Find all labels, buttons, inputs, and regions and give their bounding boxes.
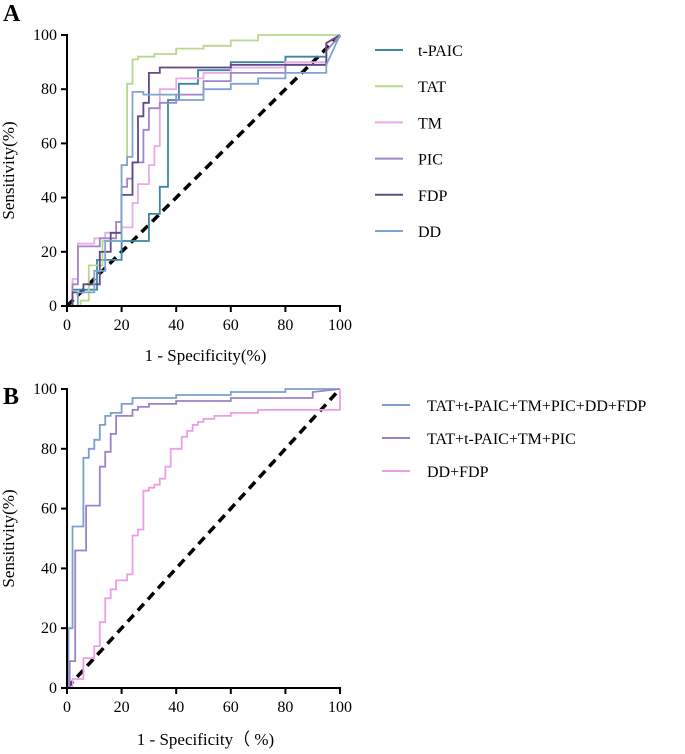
y-tick-label: 80 <box>41 441 57 458</box>
series-line-tat-t-paic-tm-pic-dd-fdp <box>67 388 340 689</box>
series-line-dd <box>67 34 341 307</box>
x-tick-label: 40 <box>168 317 184 334</box>
y-tick-label: 100 <box>33 381 57 398</box>
y-tick-label: 60 <box>41 501 57 518</box>
x-tick-label: 100 <box>328 699 352 716</box>
legend-label: TAT+t-PAIC+TM+PIC <box>427 431 576 448</box>
series-line-tat <box>67 34 340 307</box>
reference-diagonal-line <box>65 387 342 690</box>
legend-label: t-PAIC <box>418 43 463 60</box>
x-tick-label: 0 <box>63 699 71 716</box>
panel-letter: A <box>3 1 21 27</box>
y-tick-label: 20 <box>41 244 57 261</box>
x-tick-label: 0 <box>63 317 71 334</box>
legend-label: PIC <box>418 152 443 169</box>
y-tick-label: 40 <box>41 560 57 577</box>
x-tick-label: 20 <box>114 317 130 334</box>
legend-label: TAT <box>418 79 446 96</box>
x-axis-title: 1 - Specificity(%) <box>145 346 267 365</box>
panel-letter: B <box>3 384 19 410</box>
plot-area: 0 20 40 60 80 100 0 20 40 60 80 100 1 - Specificity(… <box>0 27 463 365</box>
y-tick-label: 0 <box>49 298 57 315</box>
y-tick-label: 20 <box>41 620 57 637</box>
legend-label: TM <box>418 115 442 132</box>
x-tick-label: 80 <box>277 317 293 334</box>
series-line-dd-fdp <box>67 389 341 689</box>
reference-diagonal-line <box>65 33 342 308</box>
y-tick-label: 60 <box>41 135 57 152</box>
y-tick-label: 0 <box>49 680 57 697</box>
series-line-tat-t-paic-tm-pic <box>67 388 341 689</box>
panel-b: B 0 20 40 60 80 100 0 20 40 60 80 100 1 - Specificit… <box>0 381 646 749</box>
y-axis-title: Sensitivity(%) <box>0 489 18 587</box>
y-tick-label: 80 <box>41 81 57 98</box>
y-tick-label: 40 <box>41 190 57 207</box>
y-axis-title: Sensitivity(%) <box>0 121 18 219</box>
series-line-fdp <box>67 34 341 307</box>
x-tick-label: 40 <box>168 699 184 716</box>
y-tick-label: 100 <box>33 27 57 44</box>
legend-label: DD+FDP <box>427 464 489 481</box>
panel-a: A 0 20 40 60 80 100 0 20 40 60 80 100 1 - Specificit… <box>0 1 463 365</box>
series-line-pic <box>67 34 341 307</box>
legend-label: FDP <box>418 188 447 205</box>
x-tick-label: 60 <box>223 317 239 334</box>
x-axis-title: 1 - Specificity（ %) <box>137 730 274 749</box>
legend-label: TAT+t-PAIC+TM+PIC+DD+FDP <box>427 398 646 415</box>
x-tick-label: 20 <box>114 699 130 716</box>
plot-area: 0 20 40 60 80 100 0 20 40 60 80 100 1 - Specificity（… <box>0 381 646 749</box>
x-tick-label: 80 <box>277 699 293 716</box>
x-tick-label: 100 <box>328 317 352 334</box>
x-tick-label: 60 <box>223 699 239 716</box>
legend-label: DD <box>418 224 441 241</box>
